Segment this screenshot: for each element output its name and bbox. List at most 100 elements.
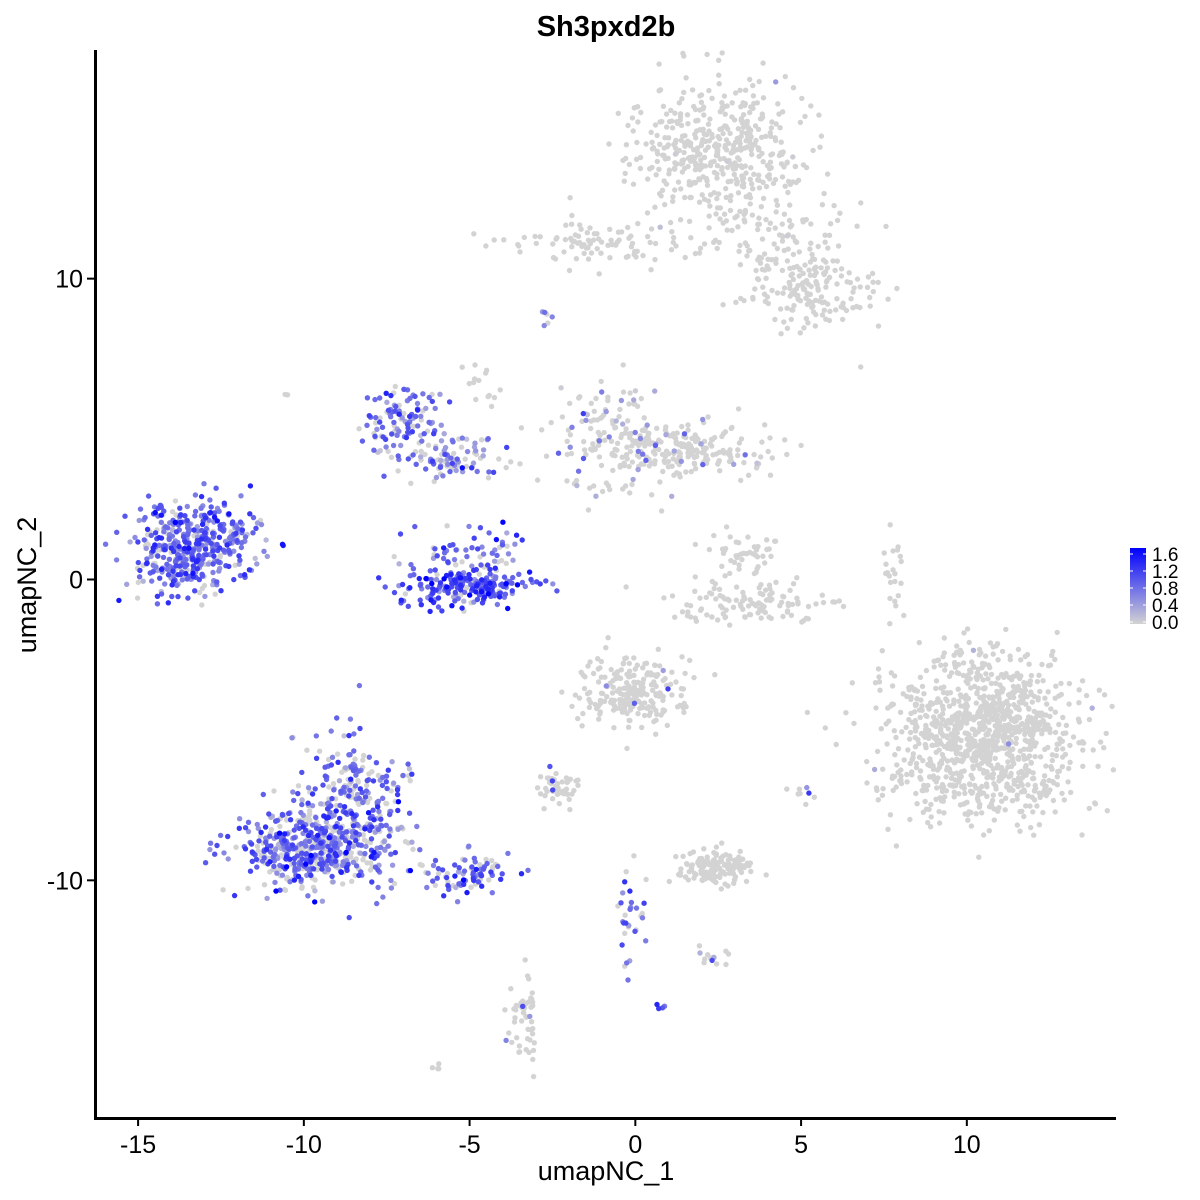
cell-point [912, 728, 919, 734]
cell-point [364, 422, 370, 428]
cell-point [732, 166, 738, 172]
cell-point [805, 320, 811, 326]
cell-point [704, 178, 710, 184]
cell-point [250, 530, 256, 536]
cell-point [192, 508, 199, 515]
cell-point [322, 764, 328, 770]
cell-point [991, 732, 997, 739]
cell-point [696, 943, 703, 949]
cell-point [211, 553, 217, 559]
cell-point [618, 900, 624, 906]
cell-point [466, 380, 472, 387]
cell-point [681, 709, 687, 716]
cell-point [1028, 824, 1034, 831]
cell-point [1066, 765, 1072, 772]
cell-point [683, 469, 689, 475]
cell-point [854, 276, 861, 282]
cell-point [1009, 677, 1015, 683]
cell-point [529, 990, 535, 996]
cell-point [1096, 687, 1103, 693]
cell-point [183, 556, 189, 563]
cell-point [966, 781, 973, 787]
cell-point [872, 680, 879, 686]
cell-point [598, 250, 604, 256]
cell-point [137, 567, 143, 574]
cell-point [776, 111, 782, 117]
cell-point [696, 176, 702, 182]
cell-point [217, 832, 224, 839]
cell-point [667, 219, 674, 226]
cell-point [516, 571, 522, 577]
cell-point [662, 675, 668, 682]
cell-point [956, 773, 963, 779]
legend-tick-label: 1.2 [1152, 562, 1178, 583]
cell-point [537, 774, 544, 780]
cell-point [698, 92, 705, 98]
cell-point [665, 155, 671, 161]
cell-point [773, 256, 779, 262]
cell-point [192, 513, 198, 519]
cell-point [142, 514, 148, 521]
cell-point [654, 1001, 660, 1008]
cell-point [647, 166, 653, 172]
cell-point [1079, 740, 1085, 746]
cell-point [237, 557, 243, 563]
cell-point [804, 301, 811, 308]
cell-point [721, 93, 728, 99]
cell-point [793, 286, 800, 292]
cell-point [737, 242, 743, 249]
cell-point [480, 866, 487, 872]
cell-point [461, 881, 467, 888]
cell-point [769, 287, 775, 294]
cell-point [124, 581, 130, 587]
cell-point [728, 425, 734, 431]
cell-point [472, 440, 478, 446]
cell-point [701, 112, 707, 118]
cell-point [624, 680, 630, 686]
cell-point [624, 960, 630, 966]
cell-point [506, 1030, 512, 1036]
cell-point [425, 870, 431, 876]
cell-point [822, 232, 828, 238]
cell-point [585, 256, 592, 262]
cell-point [345, 844, 352, 850]
cell-point [767, 472, 774, 478]
cell-point [353, 837, 359, 844]
cell-point [887, 579, 894, 586]
cell-point [748, 134, 754, 140]
cell-point [673, 853, 679, 860]
cell-point [346, 914, 352, 921]
cell-point [478, 562, 484, 568]
cell-point [875, 279, 881, 286]
cell-point [663, 424, 669, 430]
cell-point [1037, 688, 1043, 695]
cell-point [605, 242, 611, 248]
cell-point [727, 622, 733, 628]
cell-point [990, 792, 996, 798]
cell-point [802, 113, 808, 120]
cell-point [407, 778, 413, 784]
cell-point [744, 144, 750, 150]
cell-point [677, 702, 683, 709]
cell-point [505, 850, 511, 857]
cell-point [942, 662, 949, 668]
cell-point [838, 266, 845, 272]
cell-point [425, 442, 432, 448]
cell-point [1017, 828, 1023, 834]
cell-point [423, 466, 429, 472]
cell-point [626, 668, 633, 674]
cell-point [369, 824, 375, 830]
cell-point [735, 190, 742, 196]
cell-point [477, 525, 484, 531]
cell-point [749, 151, 755, 158]
cell-point [367, 795, 373, 802]
cell-point [611, 725, 617, 731]
cell-point [815, 243, 821, 250]
cell-point [211, 514, 218, 520]
cell-point [913, 790, 919, 797]
cell-point [620, 389, 627, 395]
cell-point [569, 791, 575, 797]
cell-point [473, 583, 480, 589]
cell-point [728, 557, 734, 564]
cell-point [714, 149, 721, 155]
